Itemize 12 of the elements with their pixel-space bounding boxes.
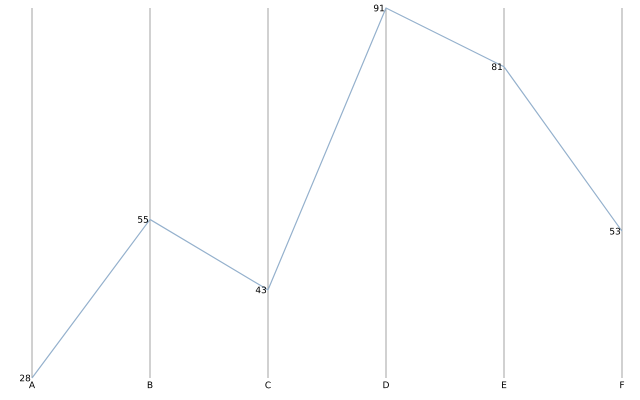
x-tick-label: A (28, 382, 36, 388)
data-label: 28 (20, 374, 30, 382)
x-tick-label: D (383, 382, 389, 388)
data-label: 91 (374, 4, 384, 12)
x-tick-label: E (502, 382, 506, 388)
data-label: 81 (492, 63, 502, 70)
data-label: 53 (610, 228, 620, 235)
x-tick-label: B (148, 382, 152, 388)
data-label: 43 (256, 286, 266, 294)
x-tick-label: C (265, 382, 271, 388)
x-tick-label: F (620, 382, 624, 388)
data-label: 55 (138, 216, 148, 223)
